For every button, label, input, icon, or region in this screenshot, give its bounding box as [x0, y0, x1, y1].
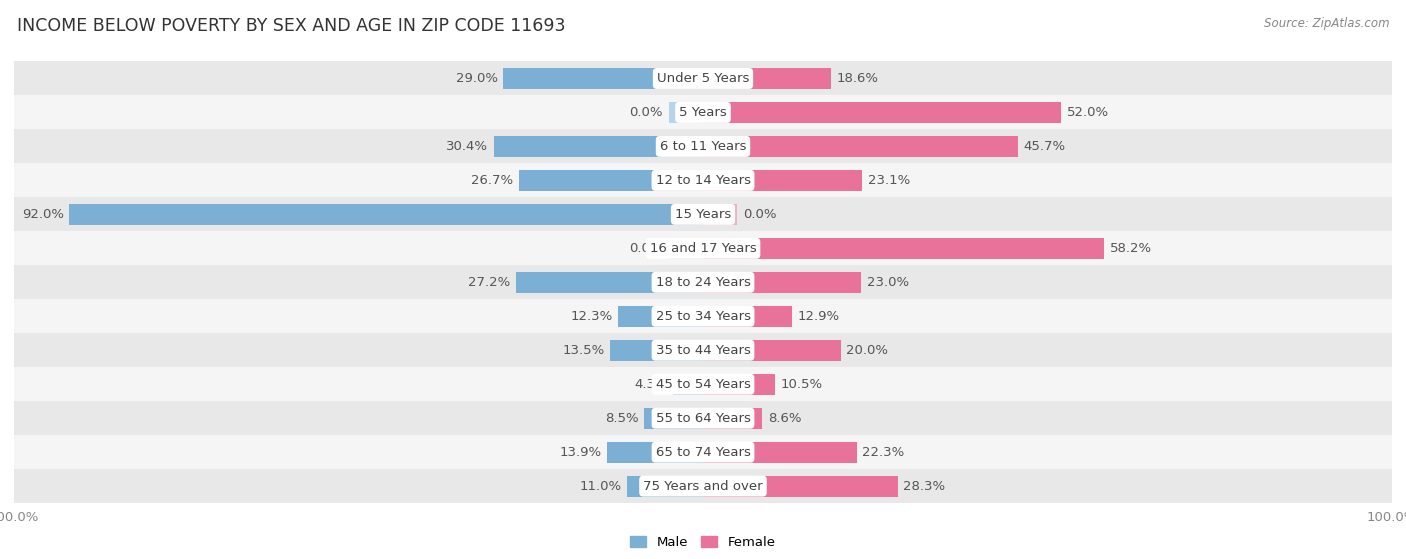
Bar: [14, 333, 1392, 367]
Bar: [703, 102, 1062, 123]
Bar: [14, 367, 1392, 401]
Bar: [619, 306, 703, 327]
Bar: [503, 68, 703, 89]
Bar: [14, 130, 1392, 163]
Bar: [69, 204, 703, 225]
Text: 27.2%: 27.2%: [468, 276, 510, 289]
Text: 30.4%: 30.4%: [446, 140, 488, 153]
Text: 26.7%: 26.7%: [471, 174, 513, 187]
Text: 6 to 11 Years: 6 to 11 Years: [659, 140, 747, 153]
Bar: [607, 442, 703, 463]
Bar: [494, 136, 703, 157]
Bar: [703, 136, 1018, 157]
Text: 52.0%: 52.0%: [1067, 106, 1109, 119]
Text: 16 and 17 Years: 16 and 17 Years: [650, 242, 756, 255]
Bar: [644, 408, 703, 429]
Bar: [703, 238, 1104, 259]
Bar: [14, 231, 1392, 266]
Text: 18.6%: 18.6%: [837, 72, 879, 85]
Bar: [14, 96, 1392, 130]
Bar: [14, 401, 1392, 435]
Text: 15 Years: 15 Years: [675, 208, 731, 221]
Text: 55 to 64 Years: 55 to 64 Years: [655, 411, 751, 425]
Bar: [610, 340, 703, 361]
Text: 29.0%: 29.0%: [456, 72, 498, 85]
Bar: [703, 408, 762, 429]
Bar: [14, 163, 1392, 197]
Text: 18 to 24 Years: 18 to 24 Years: [655, 276, 751, 289]
Text: 75 Years and over: 75 Years and over: [643, 480, 763, 492]
Bar: [703, 272, 862, 293]
Text: 23.1%: 23.1%: [868, 174, 910, 187]
Text: 45 to 54 Years: 45 to 54 Years: [655, 378, 751, 391]
Text: 23.0%: 23.0%: [868, 276, 910, 289]
Text: 12 to 14 Years: 12 to 14 Years: [655, 174, 751, 187]
Bar: [14, 266, 1392, 299]
Bar: [14, 469, 1392, 503]
Bar: [14, 299, 1392, 333]
Bar: [703, 68, 831, 89]
Bar: [669, 238, 703, 259]
Text: 8.6%: 8.6%: [768, 411, 801, 425]
Text: 11.0%: 11.0%: [579, 480, 621, 492]
Text: 20.0%: 20.0%: [846, 344, 889, 357]
Text: 0.0%: 0.0%: [630, 106, 664, 119]
Text: 22.3%: 22.3%: [862, 446, 904, 458]
Bar: [703, 373, 775, 395]
Bar: [703, 442, 856, 463]
Text: 5 Years: 5 Years: [679, 106, 727, 119]
Text: 25 to 34 Years: 25 to 34 Years: [655, 310, 751, 323]
Bar: [516, 272, 703, 293]
Text: 0.0%: 0.0%: [630, 242, 664, 255]
Bar: [14, 197, 1392, 231]
Text: 4.3%: 4.3%: [634, 378, 668, 391]
Text: 0.0%: 0.0%: [742, 208, 776, 221]
Text: Source: ZipAtlas.com: Source: ZipAtlas.com: [1264, 17, 1389, 30]
Text: 12.3%: 12.3%: [571, 310, 613, 323]
Text: 35 to 44 Years: 35 to 44 Years: [655, 344, 751, 357]
Text: 58.2%: 58.2%: [1109, 242, 1152, 255]
Bar: [673, 373, 703, 395]
Text: 13.9%: 13.9%: [560, 446, 602, 458]
Text: Under 5 Years: Under 5 Years: [657, 72, 749, 85]
Bar: [14, 435, 1392, 469]
Text: 10.5%: 10.5%: [780, 378, 823, 391]
Bar: [703, 476, 898, 496]
Bar: [703, 204, 738, 225]
Text: INCOME BELOW POVERTY BY SEX AND AGE IN ZIP CODE 11693: INCOME BELOW POVERTY BY SEX AND AGE IN Z…: [17, 17, 565, 35]
Legend: Male, Female: Male, Female: [626, 530, 780, 554]
Bar: [703, 170, 862, 191]
Bar: [669, 102, 703, 123]
Text: 8.5%: 8.5%: [606, 411, 638, 425]
Bar: [14, 61, 1392, 96]
Text: 65 to 74 Years: 65 to 74 Years: [655, 446, 751, 458]
Text: 13.5%: 13.5%: [562, 344, 605, 357]
Text: 28.3%: 28.3%: [904, 480, 946, 492]
Text: 92.0%: 92.0%: [21, 208, 63, 221]
Bar: [627, 476, 703, 496]
Text: 12.9%: 12.9%: [797, 310, 839, 323]
Bar: [703, 306, 792, 327]
Bar: [703, 340, 841, 361]
Bar: [519, 170, 703, 191]
Text: 45.7%: 45.7%: [1024, 140, 1066, 153]
